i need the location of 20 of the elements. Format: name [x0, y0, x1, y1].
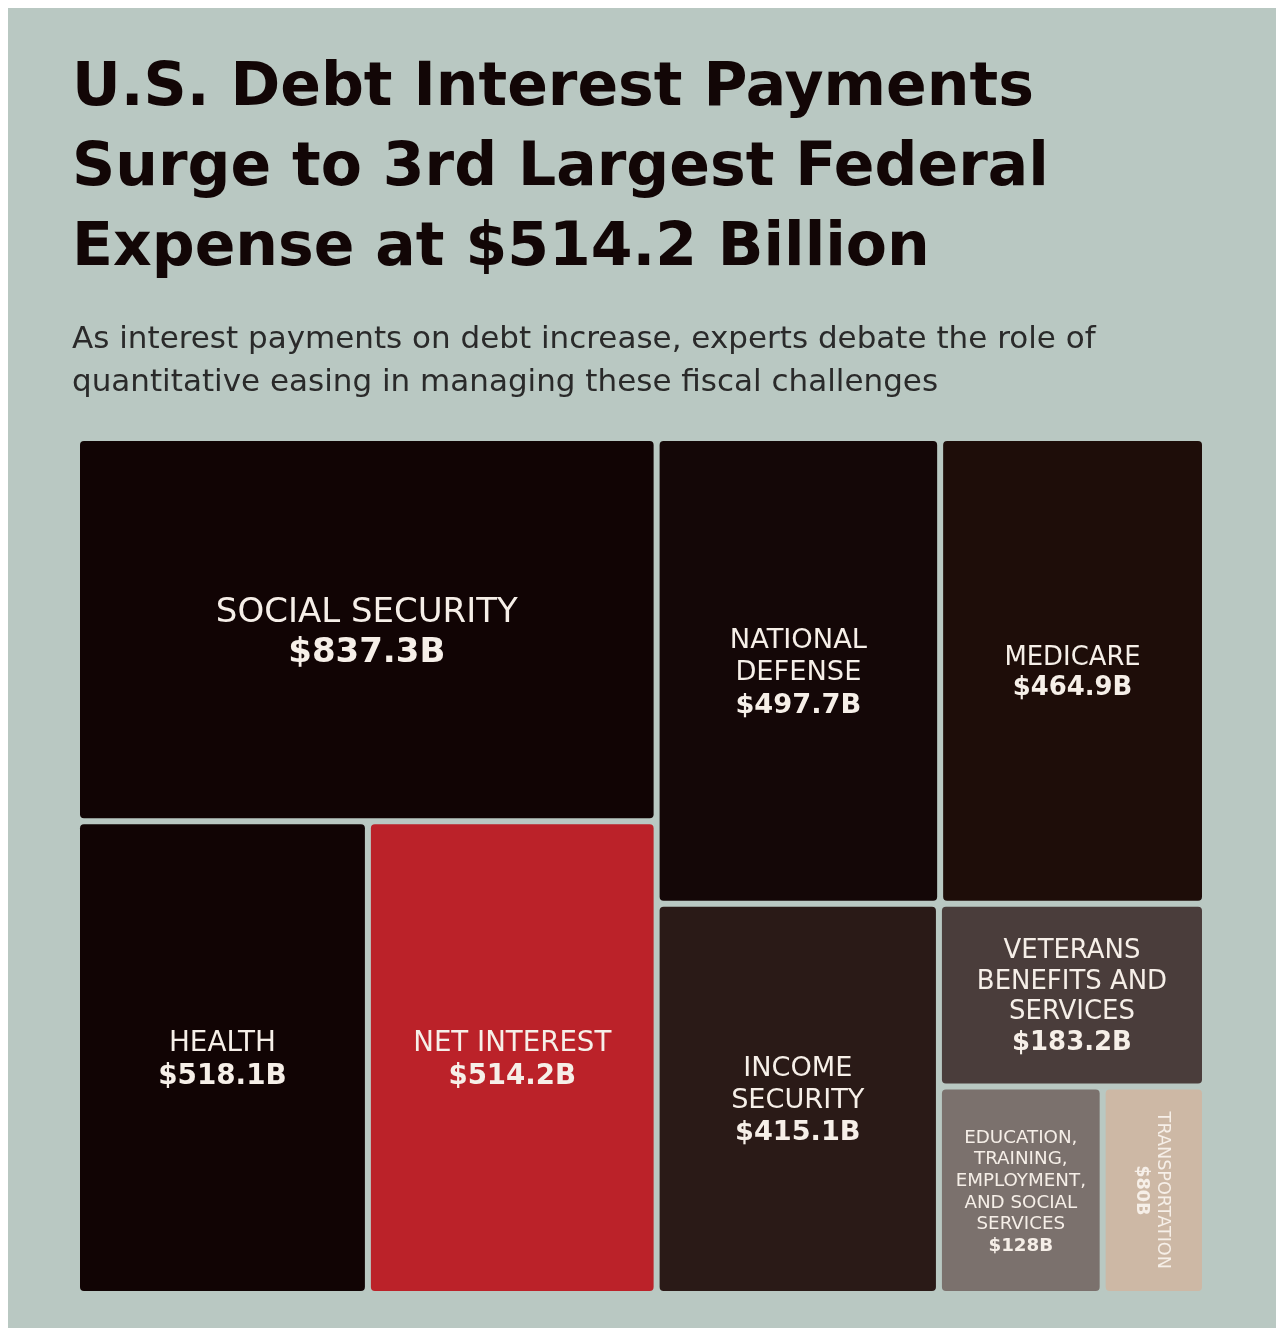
data-label: $128B [988, 1233, 1054, 1255]
text: As interest payments on debt increase, experts debate the role of quantitative easing in managing these fiscal challenges [72, 318, 1098, 400]
category-label: NATIONAL DEFENSE [729, 623, 868, 687]
category-label: TRANSPORTATION [1154, 1110, 1175, 1269]
category-label: HEALTH [168, 1024, 276, 1058]
data-label: $518.1B [158, 1057, 287, 1091]
data-label: $80B [1133, 1165, 1154, 1216]
text: U.S. Debt Interest Payments Surge to 3rd Largest Federal Expense at $514.2 Billion [72, 48, 1050, 281]
data-label: $415.1B [735, 1115, 861, 1147]
data-label: $464.9B [1012, 671, 1133, 702]
category-label: SOCIAL SECURITY [215, 589, 519, 630]
data-label: $514.2B [448, 1057, 577, 1091]
category-label: INCOME SECURITY [731, 1051, 865, 1115]
category-label: VETERANS BENEFITS AND SERVICES [976, 934, 1168, 1026]
data-label: $497.7B [735, 687, 862, 719]
category-label: NET INTEREST [413, 1024, 612, 1058]
category-label: MEDICARE [1004, 640, 1141, 671]
data-label: $183.2B [1012, 1026, 1132, 1057]
category-label: EDUCATION, TRAINING, EMPLOYMENT, AND SOCIAL SERVICES [955, 1125, 1086, 1234]
data-label: $837.3B [288, 629, 446, 670]
